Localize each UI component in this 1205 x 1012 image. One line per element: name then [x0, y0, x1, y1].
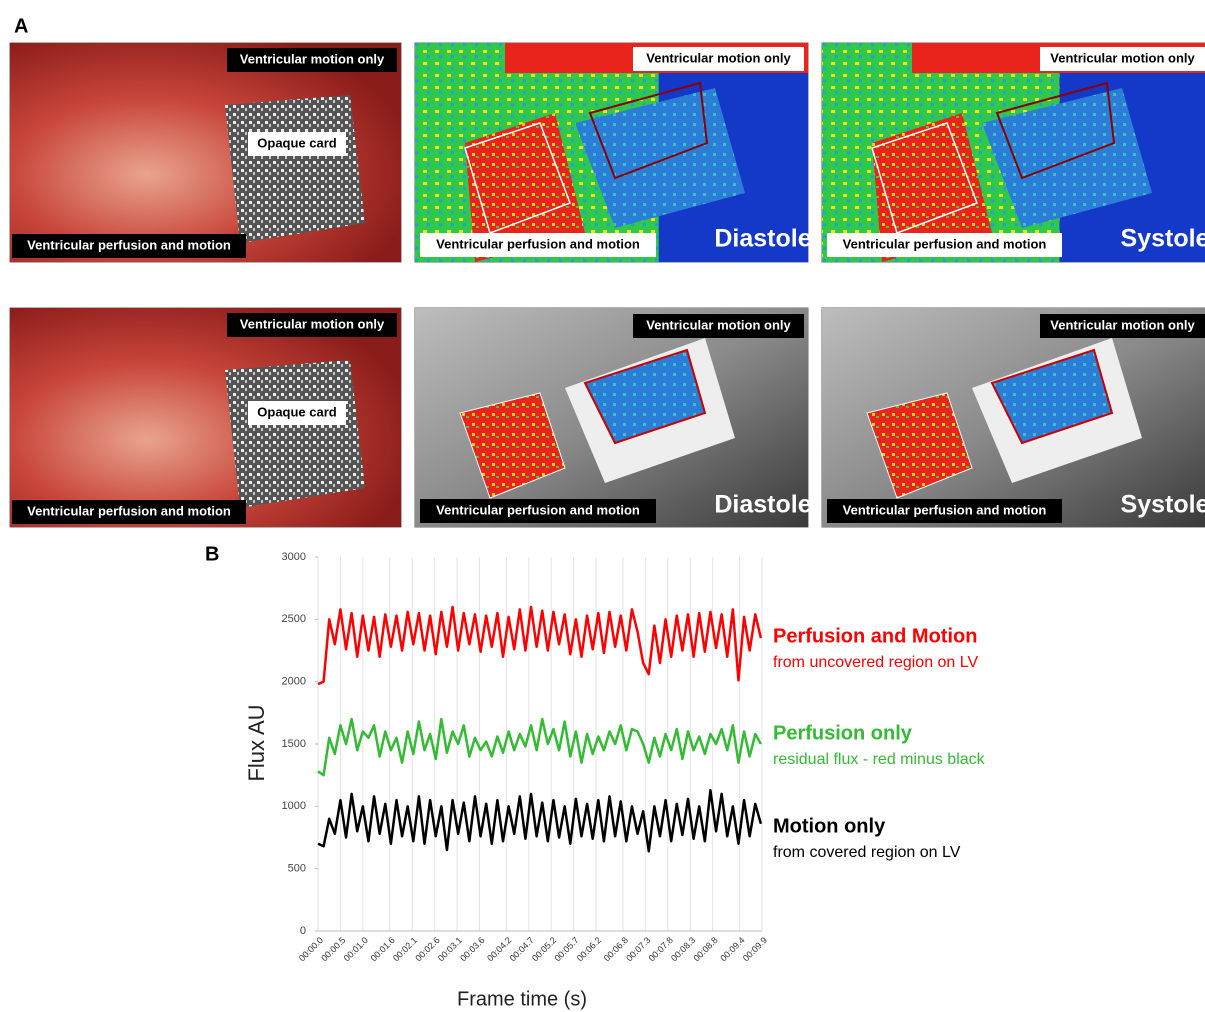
image-label: Ventricular motion only: [646, 50, 791, 65]
image-label: Ventricular motion only: [240, 51, 385, 66]
legend-name: Perfusion and Motion: [773, 625, 977, 647]
panel-label: A: [14, 15, 28, 37]
legend-description: from covered region on LV: [773, 844, 961, 861]
region-1: [459, 392, 566, 499]
label-box: [227, 313, 397, 337]
image-label: Ventricular perfusion and motion: [27, 237, 231, 252]
region-1: [866, 392, 973, 499]
label-box: [420, 499, 656, 523]
series-line: [317, 605, 763, 686]
legend-name: Motion only: [773, 815, 886, 837]
image-label: Ventricular motion only: [646, 317, 791, 332]
y-tick-label: 2000: [282, 676, 306, 688]
series-line: [317, 717, 762, 777]
image-label: Ventricular perfusion and motion: [27, 503, 231, 518]
x-tick-label: 00:01.0: [342, 935, 370, 963]
label-box: [227, 48, 397, 72]
y-tick-label: 1500: [282, 738, 306, 750]
x-tick-label: 00:08.8: [691, 935, 719, 963]
label-box: [827, 233, 1062, 257]
panel-a-images: Ventricular motion only Opaque card Ventri…: [9, 42, 1205, 528]
x-tick-label: 00:06.2: [575, 935, 603, 963]
region-1: [464, 122, 571, 234]
label-box: [1040, 47, 1205, 71]
phase-label: Systole: [1121, 225, 1205, 253]
region-red: [872, 113, 992, 262]
series-line: [317, 788, 763, 853]
region-2: [588, 81, 709, 180]
y-axis-label: Flux AU: [244, 704, 269, 781]
label-box: [1040, 314, 1205, 338]
legend-description: residual flux - red minus black: [773, 751, 986, 768]
region-2: [990, 348, 1114, 445]
label-box: [12, 500, 246, 524]
label-box: [633, 314, 804, 338]
card-blue: [575, 88, 745, 228]
y-tick-label: 1000: [282, 800, 306, 812]
x-tick-label: 00:03.6: [458, 935, 486, 963]
opaque-card: [225, 360, 365, 508]
region-2: [995, 81, 1116, 180]
phase-label: Diastole: [714, 225, 811, 253]
y-tick-label: 3000: [282, 551, 306, 563]
panel-label: B: [205, 543, 219, 565]
image-label: Ventricular motion only: [240, 316, 385, 331]
region-red: [465, 113, 585, 262]
phase-label: Diastole: [714, 491, 811, 519]
label-box: [248, 401, 346, 425]
legend-description: from uncovered region on LV: [773, 654, 978, 671]
label-box: [248, 132, 346, 156]
image-label: Opaque card: [257, 404, 337, 419]
image-label: Ventricular perfusion and motion: [843, 236, 1047, 251]
card-blue: [982, 88, 1152, 228]
image-label: Ventricular perfusion and motion: [436, 502, 640, 517]
label-box: [633, 47, 804, 71]
phase-label: Systole: [1121, 491, 1205, 519]
legend-name: Perfusion only: [773, 722, 913, 744]
image-label: Ventricular perfusion and motion: [436, 236, 640, 251]
x-axis-label: Frame time (s): [457, 988, 587, 1010]
image-label: Ventricular perfusion and motion: [843, 502, 1047, 517]
region-2: [583, 348, 707, 445]
image-label: Ventricular motion only: [1050, 50, 1195, 65]
label-box: [420, 233, 656, 257]
y-tick-label: 2500: [282, 613, 306, 625]
label-box: [827, 499, 1062, 523]
x-tick-label: 00:09.9: [741, 935, 769, 963]
image-label: Opaque card: [257, 135, 337, 150]
label-box: [12, 234, 246, 258]
opaque-card: [225, 95, 365, 243]
image-label: Ventricular motion only: [1050, 317, 1195, 332]
region-1: [871, 122, 978, 234]
y-tick-label: 0: [300, 925, 306, 937]
y-tick-label: 500: [288, 863, 306, 875]
